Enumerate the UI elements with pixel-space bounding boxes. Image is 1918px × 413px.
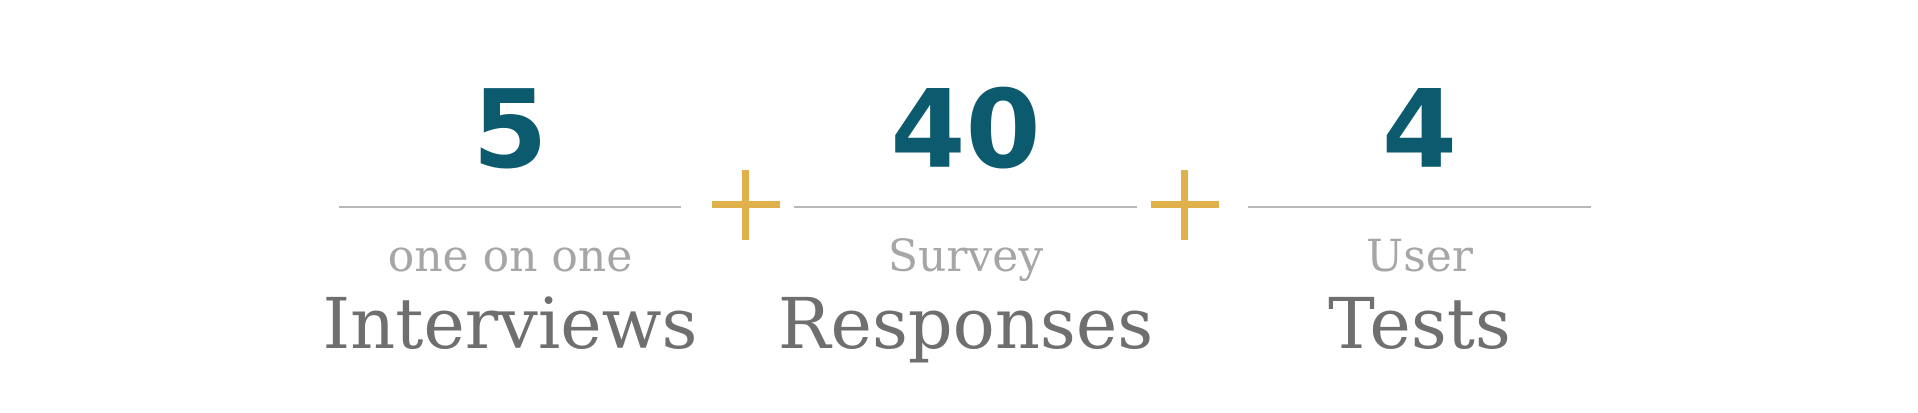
plus-icon (1151, 170, 1219, 240)
stat-divider (1248, 206, 1591, 208)
stat-qualifier: one on one (387, 231, 633, 282)
stat-number: 5 (472, 68, 548, 193)
stat-user-tests: 4 User Tests (1248, 0, 1591, 413)
stat-survey-responses: 40 Survey Responses (778, 0, 1153, 413)
stat-divider (794, 206, 1137, 208)
stat-label: Tests (1328, 283, 1511, 365)
stat-number: 40 (890, 68, 1041, 193)
plus-icon (712, 170, 780, 240)
stat-number: 4 (1381, 68, 1458, 193)
plus-bar-vertical (742, 170, 749, 240)
plus-bar-vertical (1181, 170, 1188, 240)
stat-qualifier: User (1366, 231, 1473, 282)
stat-interviews: 5 one on one Interviews (323, 0, 698, 413)
stat-qualifier: Survey (887, 231, 1044, 282)
stat-label: Responses (777, 283, 1154, 365)
stat-divider (339, 206, 681, 208)
stat-label: Interviews (322, 283, 698, 365)
